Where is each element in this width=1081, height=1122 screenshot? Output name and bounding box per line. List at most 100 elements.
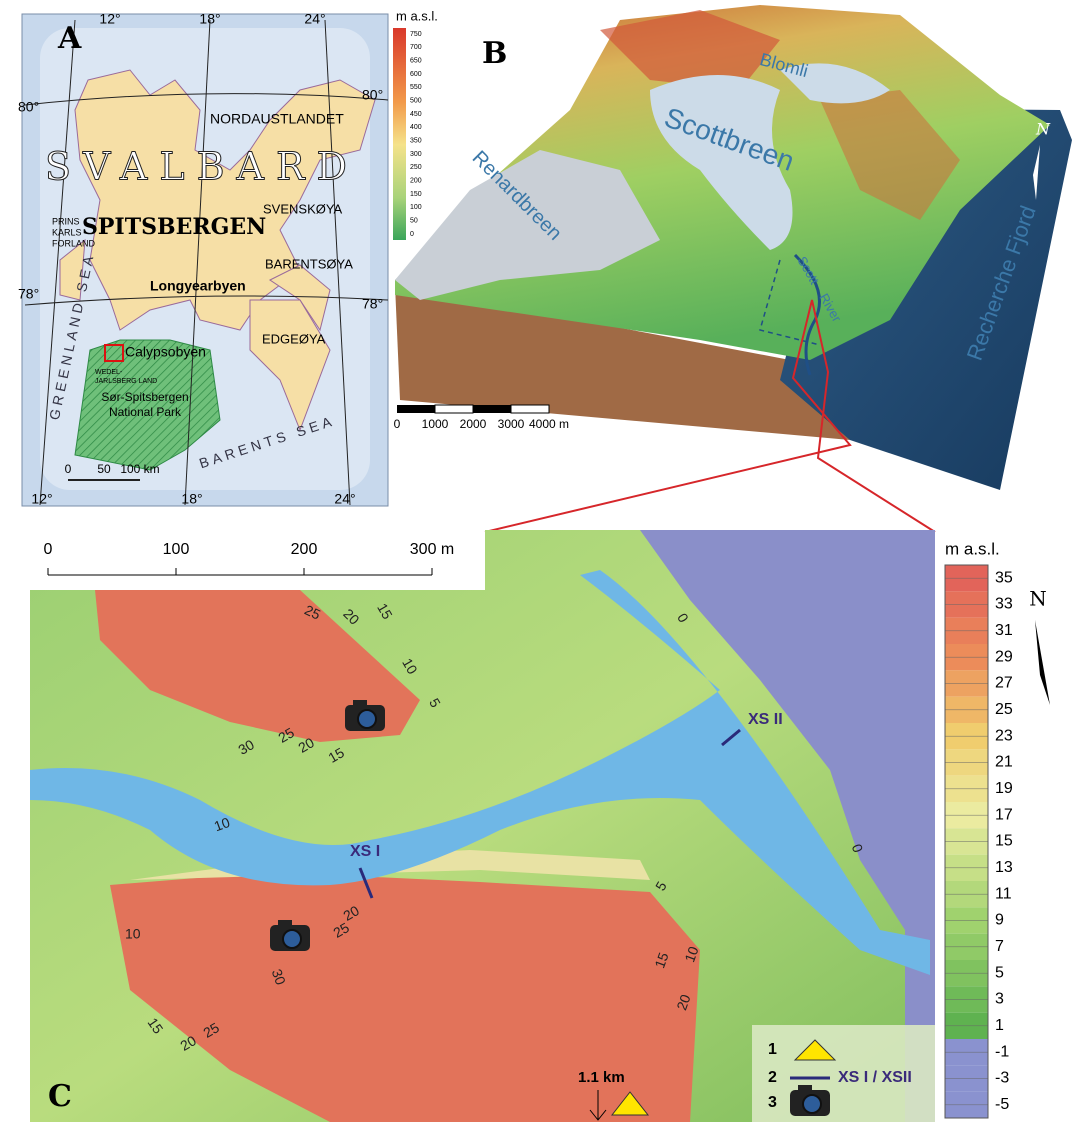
key-number: 1: [768, 1041, 777, 1058]
place-name: SVALBARD: [45, 145, 359, 189]
meridian-label: 18°: [199, 11, 220, 27]
legend-tick: 5: [995, 964, 1004, 981]
place-name: Calypsobyen: [125, 344, 206, 360]
place-name: WEDEL-: [95, 369, 123, 376]
camera: [798, 1085, 812, 1092]
panel-label: C: [48, 1079, 72, 1114]
legend-tick: 550: [410, 84, 422, 91]
north-label: N: [1029, 587, 1047, 611]
legend-tick: 300: [410, 151, 422, 158]
legend-tick: 100: [410, 204, 422, 211]
meridian-label: 12°: [99, 11, 120, 27]
camera: [353, 700, 367, 707]
panel-b: [395, 5, 1072, 532]
place-name: SVENSKØYA: [263, 201, 343, 216]
legend-tick: 50: [410, 218, 418, 225]
camera-lens: [803, 1095, 821, 1113]
scale-bar: [397, 405, 435, 413]
legend-title: m a.s.l.: [945, 539, 1000, 558]
legend-tick: 650: [410, 58, 422, 65]
meridian-label: 24°: [334, 491, 355, 507]
place-name: EDGEØYA: [262, 331, 326, 346]
scale-label: 0: [65, 462, 72, 476]
legend-tick: 27: [995, 675, 1013, 692]
scale-label: 100 km: [120, 462, 159, 476]
scale-bar: [511, 405, 549, 413]
page: Am a.s.l.7507006506005505004504003503002…: [0, 0, 1081, 1122]
north-arrow: [1035, 620, 1050, 705]
place-name: JARLSBERG LAND: [95, 378, 157, 385]
section-label: XS II: [748, 711, 783, 728]
panel-label: B: [482, 36, 507, 71]
scale-label: 100: [163, 541, 190, 558]
scale-label: 3000: [498, 417, 525, 431]
section-label: XS I: [350, 843, 380, 860]
scale-label: 200: [291, 541, 318, 558]
legend-tick: 200: [410, 178, 422, 185]
legend-tick: 35: [995, 569, 1013, 586]
parallel-label: 80°: [362, 87, 383, 103]
legend-tick: 150: [410, 191, 422, 198]
meridian-label: 12°: [31, 491, 52, 507]
legend-tick: 350: [410, 138, 422, 145]
place-name: PRINS: [52, 216, 80, 226]
scale-bar: [473, 405, 511, 413]
legend-tick: 600: [410, 71, 422, 78]
legend-tick: -5: [995, 1096, 1009, 1113]
meridian-label: 18°: [181, 491, 202, 507]
place-name: Longyearbyen: [150, 278, 246, 294]
parallel-label: 80°: [18, 99, 39, 115]
scale-label: 2000: [460, 417, 487, 431]
legend-tick: 0: [410, 231, 414, 238]
legend-tick: 17: [995, 806, 1013, 823]
legend-tick: 19: [995, 780, 1013, 797]
parallel-label: 78°: [362, 296, 383, 312]
place-name: National Park: [109, 405, 182, 419]
legend-tick: 7: [995, 938, 1004, 955]
camera-lens: [358, 710, 376, 728]
place-name: KARLS: [52, 227, 82, 237]
legend-tick: 11: [995, 885, 1012, 902]
place-name: SPITSBERGEN: [82, 214, 266, 240]
legend-tick: 9: [995, 912, 1004, 929]
place-name: NORDAUSTLANDET: [210, 111, 344, 127]
place-name: BARENTSØYA: [265, 256, 353, 271]
scale-label: 1000: [422, 417, 449, 431]
figure: Am a.s.l.7507006506005505004504003503002…: [0, 0, 1081, 1122]
contour-label: 10: [125, 926, 141, 942]
scale-bar: [435, 405, 473, 413]
parallel-label: 78°: [18, 286, 39, 302]
legend-tick: 250: [410, 164, 422, 171]
legend-tick: 13: [995, 859, 1013, 876]
legend-tick: 700: [410, 44, 422, 51]
legend-tick: 21: [995, 754, 1013, 771]
legend-tick: 23: [995, 727, 1013, 744]
scale-label: 300 m: [410, 541, 454, 558]
legend-tick: 29: [995, 648, 1013, 665]
key-label: XS I / XSII: [838, 1069, 912, 1086]
legend-tick: 500: [410, 98, 422, 105]
legend-title: m a.s.l.: [396, 8, 438, 23]
place-name: FORLAND: [52, 238, 96, 248]
scale-label: 50: [97, 462, 111, 476]
legend-tick: 3: [995, 991, 1004, 1008]
legend-tick: 25: [995, 701, 1013, 718]
legend-tick: 31: [995, 622, 1013, 639]
north-label: N: [1035, 120, 1051, 139]
key-number: 3: [768, 1094, 777, 1111]
camera: [278, 920, 292, 927]
legend-tick: 750: [410, 31, 422, 38]
meridian-label: 24°: [304, 11, 325, 27]
place-name: Sør-Spitsbergen: [101, 390, 188, 404]
legend-tick: 33: [995, 596, 1013, 613]
legend-tick: 450: [410, 111, 422, 118]
legend-tick: 15: [995, 833, 1013, 850]
scale-label: 0: [394, 417, 401, 431]
legend-tick: 1: [995, 1017, 1004, 1034]
key-number: 2: [768, 1069, 777, 1086]
legend-tick: -3: [995, 1070, 1009, 1087]
panel-c: [30, 530, 1050, 1122]
legend-tick: -1: [995, 1043, 1009, 1060]
scale-label: 4000 m: [529, 417, 569, 431]
legend-tick: 400: [410, 124, 422, 131]
